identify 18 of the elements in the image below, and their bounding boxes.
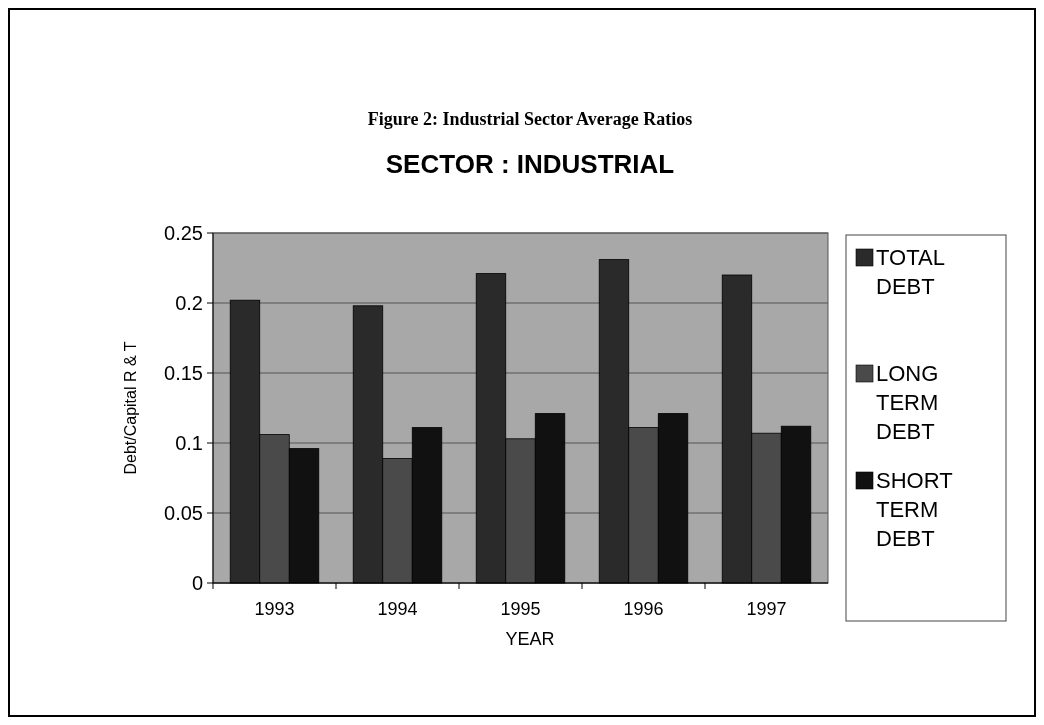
chart-title: Figure 2: Industrial Sector Average Ratios <box>367 109 693 129</box>
y-tick-label: 0 <box>191 572 203 594</box>
y-tick-label: 0.2 <box>175 292 203 314</box>
legend-label: SHORT TERM DEBT <box>876 468 953 551</box>
y-tick-label: 0.05 <box>164 502 203 524</box>
chart-subtitle: SECTOR : INDUSTRIAL <box>385 149 675 179</box>
legend-label: LONG TERM DEBT <box>876 361 939 444</box>
x-tick-label: 1994 <box>377 599 418 619</box>
x-tick-label: 1995 <box>500 599 541 619</box>
y-axis-title: Debt/Capital R & T <box>122 341 139 475</box>
y-tick-label: 0.25 <box>164 222 203 244</box>
x-axis-title: YEAR <box>505 629 555 649</box>
y-tick-label: 0.15 <box>164 362 203 384</box>
x-tick-label: 1996 <box>623 599 664 619</box>
x-tick-label: 1997 <box>746 599 787 619</box>
x-tick-label: 1993 <box>254 599 295 619</box>
legend-label: TOTAL DEBT <box>876 245 945 299</box>
y-tick-label: 0.1 <box>175 432 203 454</box>
